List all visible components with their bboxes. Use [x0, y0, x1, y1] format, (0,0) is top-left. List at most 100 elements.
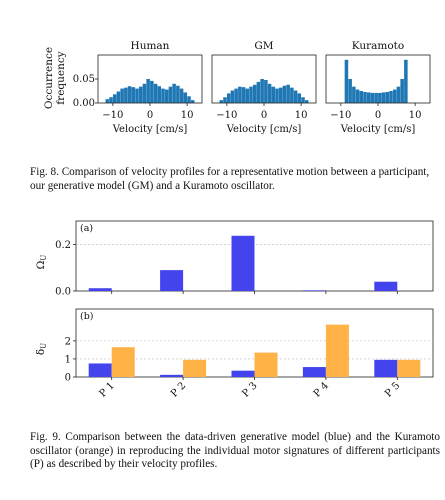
- category-label: P 3: [240, 380, 259, 399]
- panel-b-ytick-label: 0: [65, 373, 71, 384]
- panel-a-blue-bar: [231, 235, 255, 291]
- gm-xlabel: Velocity [cm/s]: [226, 124, 302, 135]
- panel-b-orange-bar: [397, 359, 421, 377]
- human-bar: [176, 85, 180, 103]
- panel-a-ylabel: ΩU: [35, 255, 48, 270]
- human-bar: [120, 88, 124, 103]
- Ω-text: Ω: [35, 260, 47, 269]
- kuramoto-bar: [400, 79, 404, 103]
- human-xtick-label: 0: [147, 110, 153, 121]
- human-bar: [150, 80, 154, 103]
- panel-b-blue-bar: [374, 359, 398, 377]
- fig8-ytick-000: 0.00: [73, 98, 95, 109]
- human-bar: [172, 83, 176, 103]
- panel-b-orange-bar: [325, 324, 349, 377]
- panel-b-orange-bar: [254, 352, 278, 377]
- kuramoto-bar: [348, 79, 352, 103]
- human-title: Human: [131, 40, 170, 52]
- kuramoto-bar: [392, 89, 397, 103]
- human-bar: [183, 92, 188, 103]
- gm-bar: [252, 84, 257, 103]
- δ-text: δ: [35, 349, 47, 355]
- gm-bar: [297, 93, 302, 103]
- kuramoto-bar: [385, 91, 390, 103]
- panel-b-blue-bar: [160, 374, 184, 377]
- gm-bar: [223, 97, 227, 103]
- gm-bar: [219, 100, 224, 103]
- kuramoto-bar: [381, 92, 386, 103]
- panel-a-blue-bar: [160, 270, 184, 291]
- category-label: P 5: [383, 380, 402, 399]
- human-bar: [124, 87, 128, 103]
- gm-bar: [304, 100, 309, 103]
- fig9-caption: Fig. 9. Comparison between the data-driv…: [30, 431, 440, 471]
- category-label: P 2: [169, 380, 188, 399]
- gm-bar: [264, 79, 268, 103]
- gm-bar: [275, 88, 279, 103]
- gm-bar: [290, 87, 294, 103]
- human-bar: [131, 87, 136, 103]
- kuramoto-bar: [363, 91, 367, 103]
- panel-b-blue-bar: [88, 363, 112, 377]
- gm-bar: [230, 90, 235, 103]
- human-bar: [109, 97, 113, 103]
- human-bar: [105, 99, 110, 103]
- panel-b-orange-bar: [183, 359, 207, 377]
- category-label: P 4: [312, 380, 331, 399]
- gm-bar: [249, 86, 253, 103]
- gm-bar: [241, 87, 246, 103]
- panel-b-orange-bar: [111, 347, 135, 377]
- kuramoto-bar: [396, 86, 401, 103]
- human-bar: [168, 86, 173, 103]
- gm-bar: [267, 83, 272, 103]
- human-bar: [127, 86, 132, 103]
- human-xlabel: Velocity [cm/s]: [112, 124, 188, 135]
- gm-bar: [256, 81, 261, 103]
- human-bar: [135, 88, 139, 103]
- kuramoto-bar: [370, 92, 375, 103]
- panel-a-label: (a): [80, 223, 93, 234]
- gm-bar: [278, 87, 283, 103]
- kuramoto-xtick-label: 10: [409, 110, 422, 121]
- δ-subscript: U: [40, 343, 48, 349]
- gm-bar: [226, 93, 231, 103]
- kuramoto-bar: [389, 91, 393, 103]
- Ω-subscript: U: [40, 255, 48, 261]
- human-bar: [142, 83, 147, 103]
- panel-a-blue-bar: [302, 290, 326, 291]
- human-bar: [116, 91, 121, 103]
- kuramoto-xlabel: Velocity [cm/s]: [340, 124, 416, 135]
- kuramoto-bar: [352, 86, 356, 103]
- gm-title: GM: [254, 40, 273, 52]
- panel-a-ytick-label: 0.2: [55, 240, 71, 251]
- human-bar: [161, 88, 165, 103]
- human-bar: [146, 79, 150, 103]
- kuramoto-bar: [359, 91, 364, 103]
- kuramoto-xtick-label: −10: [330, 110, 351, 121]
- gm-bar: [238, 86, 242, 103]
- panel-b-ytick-label: 1: [65, 354, 71, 365]
- panel-a-blue-bar: [374, 281, 398, 291]
- gm-xtick-label: 10: [295, 110, 308, 121]
- fig8-caption: Fig. 8. Comparison of velocity profiles …: [30, 166, 430, 192]
- kuramoto-bar: [378, 92, 382, 103]
- kuramoto-title: Kuramoto: [352, 40, 404, 52]
- kuramoto-frame: [325, 54, 431, 104]
- kuramoto-bar: [355, 89, 360, 103]
- panel-a-blue-bar: [88, 288, 112, 291]
- fig8-ylabel-line2: frequency: [55, 51, 67, 104]
- human-bar: [153, 83, 158, 103]
- human-bar: [187, 96, 191, 103]
- kuramoto-bar: [404, 59, 408, 103]
- gm-bar: [260, 79, 264, 103]
- panel-a-ytick-label: 0.0: [55, 287, 71, 298]
- human-bar: [190, 100, 195, 103]
- kuramoto-bar: [374, 92, 378, 103]
- kuramoto-xtick-label: 0: [375, 110, 381, 121]
- human-xtick-label: −10: [102, 110, 123, 121]
- gm-bar: [245, 88, 250, 103]
- kuramoto-bar: [344, 59, 349, 103]
- gm-bar: [301, 97, 305, 103]
